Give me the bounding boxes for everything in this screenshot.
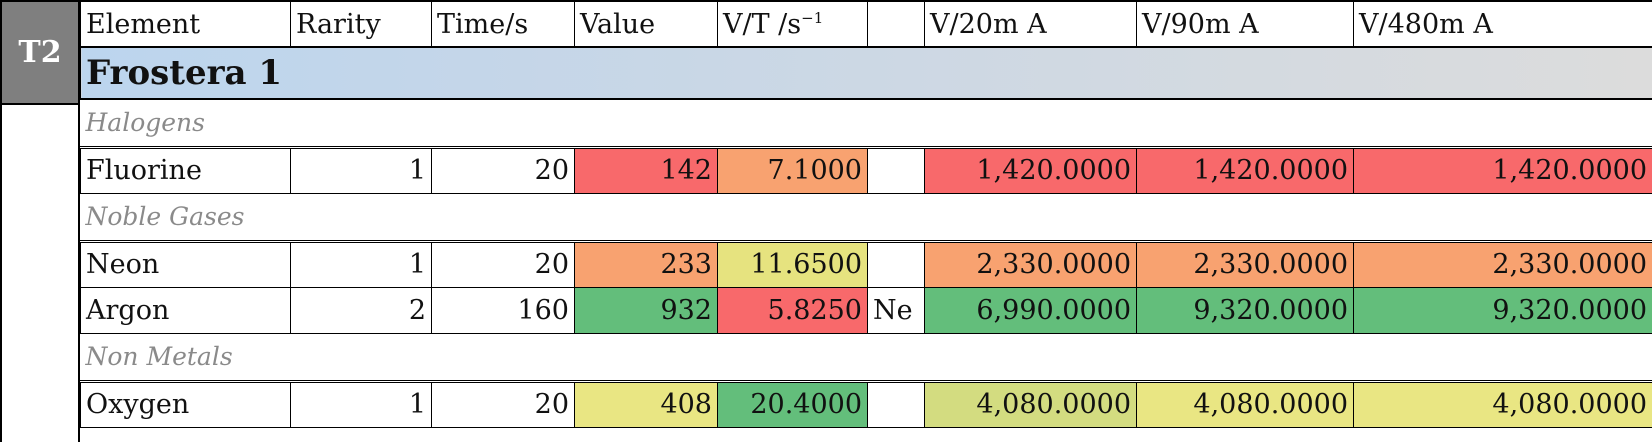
planet-title[interactable]: Frostera 1 <box>80 46 1652 100</box>
header-row: Element Rarity Time/s Value V/T /s−1 V/2… <box>80 0 1652 48</box>
group-label-noble-gases[interactable]: Noble Gases <box>80 192 1652 243</box>
table-row: Argon 2 160 932 5.8250 Ne 6,990.0000 9,3… <box>80 286 1652 334</box>
cell-note[interactable]: Ne <box>867 286 925 334</box>
cell-rarity[interactable]: 1 <box>290 240 432 288</box>
cell-value[interactable]: 233 <box>574 240 718 288</box>
element-table: Element Rarity Time/s Value V/T /s−1 V/2… <box>80 0 1652 428</box>
cell-v20[interactable]: 6,990.0000 <box>924 286 1137 334</box>
cell-vt[interactable]: 7.1000 <box>717 146 868 194</box>
cell-time[interactable]: 20 <box>431 240 575 288</box>
cell-v20[interactable]: 2,330.0000 <box>924 240 1137 288</box>
group-row: Non Metals <box>80 332 1652 383</box>
header-value[interactable]: Value <box>574 0 718 48</box>
header-v480[interactable]: V/480m A <box>1353 0 1652 48</box>
cell-v20[interactable]: 1,420.0000 <box>924 146 1137 194</box>
table-row: Neon 1 20 233 11.6500 2,330.0000 2,330.0… <box>80 240 1652 288</box>
cell-v90[interactable]: 9,320.0000 <box>1136 286 1354 334</box>
header-v90[interactable]: V/90m A <box>1136 0 1354 48</box>
cell-note[interactable] <box>867 380 925 428</box>
cell-time[interactable]: 20 <box>431 380 575 428</box>
cell-v90[interactable]: 1,420.0000 <box>1136 146 1354 194</box>
cell-v480[interactable]: 9,320.0000 <box>1353 286 1652 334</box>
cell-time[interactable]: 20 <box>431 146 575 194</box>
cell-v20[interactable]: 4,080.0000 <box>924 380 1137 428</box>
header-v20[interactable]: V/20m A <box>924 0 1137 48</box>
group-label-non-metals[interactable]: Non Metals <box>80 332 1652 383</box>
cell-vt[interactable]: 20.4000 <box>717 380 868 428</box>
cell-rarity[interactable]: 1 <box>290 146 432 194</box>
left-margin-column <box>0 105 80 442</box>
group-row: Noble Gases <box>80 192 1652 243</box>
cell-value[interactable]: 142 <box>574 146 718 194</box>
header-blank[interactable] <box>867 0 925 48</box>
header-rarity[interactable]: Rarity <box>290 0 432 48</box>
cell-v90[interactable]: 4,080.0000 <box>1136 380 1354 428</box>
cell-element[interactable]: Fluorine <box>80 146 291 194</box>
cell-vt[interactable]: 5.8250 <box>717 286 868 334</box>
table-row: Oxygen 1 20 408 20.4000 4,080.0000 4,080… <box>80 380 1652 428</box>
header-vt-label: V/T /s <box>723 8 802 40</box>
header-vt[interactable]: V/T /s−1 <box>717 0 868 48</box>
cell-v90[interactable]: 2,330.0000 <box>1136 240 1354 288</box>
header-element[interactable]: Element <box>80 0 291 48</box>
group-label-halogens[interactable]: Halogens <box>80 98 1652 149</box>
cell-note[interactable] <box>867 240 925 288</box>
header-time[interactable]: Time/s <box>431 0 575 48</box>
cell-element[interactable]: Argon <box>80 286 291 334</box>
header-vt-superscript: −1 <box>801 8 824 27</box>
cell-time[interactable]: 160 <box>431 286 575 334</box>
cell-v480[interactable]: 2,330.0000 <box>1353 240 1652 288</box>
cell-v480[interactable]: 1,420.0000 <box>1353 146 1652 194</box>
cell-note[interactable] <box>867 146 925 194</box>
group-row: Halogens <box>80 98 1652 149</box>
cell-value[interactable]: 932 <box>574 286 718 334</box>
cell-element[interactable]: Oxygen <box>80 380 291 428</box>
cell-rarity[interactable]: 1 <box>290 380 432 428</box>
table-row: Fluorine 1 20 142 7.1000 1,420.0000 1,42… <box>80 146 1652 194</box>
cell-value[interactable]: 408 <box>574 380 718 428</box>
tier-label-cell[interactable]: T2 <box>0 0 80 105</box>
cell-v480[interactable]: 4,080.0000 <box>1353 380 1652 428</box>
cell-element[interactable]: Neon <box>80 240 291 288</box>
cell-rarity[interactable]: 2 <box>290 286 432 334</box>
cell-vt[interactable]: 11.6500 <box>717 240 868 288</box>
planet-title-row: Frostera 1 <box>80 46 1652 100</box>
